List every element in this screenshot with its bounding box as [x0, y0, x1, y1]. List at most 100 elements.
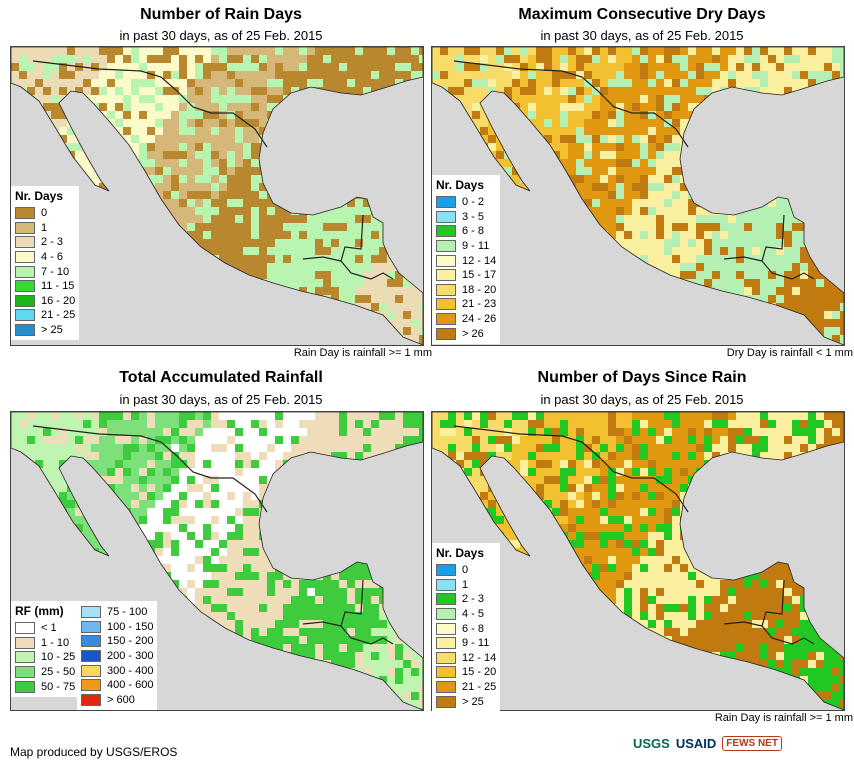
legend-item: 25 - 50: [15, 665, 75, 680]
legend-swatch: [81, 679, 101, 692]
legend-item: 400 - 600: [81, 678, 153, 693]
legend-label: 15 - 20: [462, 666, 497, 679]
legend-item: 15 - 20: [436, 665, 496, 680]
legend-item: < 1: [15, 621, 75, 636]
legend-label: 4 - 5: [462, 608, 485, 621]
legend-swatch: [436, 283, 456, 296]
legend-swatch: [436, 637, 456, 650]
coastline: [11, 412, 423, 710]
legend-swatch: [436, 210, 456, 223]
legend-item: 1: [15, 221, 75, 236]
legend-label: 12 - 14: [462, 254, 497, 267]
panel-title: Number of Rain Days: [140, 6, 302, 23]
legend-label: 7 - 10: [41, 265, 70, 278]
legend-label: 16 - 20: [41, 294, 76, 307]
legend-label: 1: [462, 578, 469, 591]
legend-item: > 26: [436, 326, 496, 341]
legend-label: 0: [41, 207, 48, 220]
coastline: [432, 47, 844, 345]
legend-item: 300 - 400: [81, 663, 153, 678]
legend-label: 150 - 200: [107, 635, 154, 648]
legend-label: 6 - 8: [462, 225, 485, 238]
legend-label: 10 - 25: [41, 651, 76, 664]
legend-swatch: [15, 666, 35, 679]
legend-item: 21 - 25: [15, 308, 75, 323]
legend-swatch: [81, 664, 101, 677]
legend-item: 16 - 20: [15, 294, 75, 309]
panel-title: Number of Days Since Rain: [537, 369, 747, 386]
legend-item: 11 - 15: [15, 279, 75, 294]
legend-label: 11 - 15: [41, 280, 75, 293]
legend-swatch: [436, 225, 456, 238]
legend-swatch: [81, 606, 101, 619]
legend-swatch: [15, 651, 35, 664]
legend-item: 18 - 20: [436, 283, 496, 298]
legend-item: 24 - 26: [436, 312, 496, 327]
usgs-logo: USGS: [633, 736, 670, 751]
legend-item: 1: [436, 578, 496, 593]
legend-label: 50 - 75: [41, 680, 76, 693]
legend-swatch: [436, 196, 456, 209]
legend-swatch: [81, 635, 101, 648]
legend-label: 0: [462, 564, 469, 577]
panel-subtitle: in past 30 days, as of 25 Feb. 2015: [119, 28, 323, 43]
legend-label: 4 - 6: [41, 251, 64, 264]
legend-swatch: [81, 650, 101, 663]
legend-label: 21 - 25: [462, 681, 497, 694]
partner-logos: USGS USAID FEWS NET: [633, 736, 782, 751]
map-graphic: [432, 412, 844, 710]
legend-swatch: [15, 251, 35, 264]
legend-item: > 25: [436, 694, 496, 709]
legend-item: 100 - 150: [81, 620, 153, 635]
legend-swatch: [436, 327, 456, 340]
credit-text: Map produced by USGS/EROS: [10, 745, 178, 759]
legend-swatch: [436, 313, 456, 326]
legend-label: > 25: [41, 324, 63, 337]
legend-label: 1: [41, 221, 48, 234]
legend-item: 3 - 5: [436, 210, 496, 225]
legend-item: 150 - 200: [81, 634, 153, 649]
legend-swatch: [436, 593, 456, 606]
usaid-logo: USAID: [675, 736, 717, 751]
map-graphic: [11, 47, 423, 345]
legend-item: 7 - 10: [15, 264, 75, 279]
legend-item: 15 - 17: [436, 268, 496, 283]
legend-item: 50 - 75: [15, 679, 75, 694]
legend-label: > 25: [462, 695, 484, 708]
legend-item: 1 - 10: [15, 636, 75, 651]
legend-label: 400 - 600: [107, 679, 154, 692]
legend-swatch: [15, 294, 35, 307]
legend-item: 0: [436, 563, 496, 578]
map-rain-days: [10, 46, 424, 346]
coastline: [11, 47, 423, 345]
country-borders: [32, 425, 394, 645]
legend-label: 21 - 23: [462, 298, 497, 311]
panel-rainfall: Total Accumulated Rainfall in past 30 da…: [10, 365, 432, 745]
legend-item: 75 - 100: [81, 605, 153, 620]
definition-note: Rain Day is rainfall >= 1 mm: [714, 712, 853, 724]
legend-item: > 600: [81, 693, 153, 708]
legend-swatch: [15, 680, 35, 693]
legend-label: 2 - 3: [41, 236, 64, 249]
legend-swatch: [436, 254, 456, 267]
legend-item: 6 - 8: [436, 621, 496, 636]
panel-since-rain: Number of Days Since Rain in past 30 day…: [431, 365, 853, 745]
country-borders: [453, 425, 815, 645]
legend-swatch: [81, 620, 101, 633]
panel-title: Maximum Consecutive Dry Days: [518, 6, 766, 23]
legend-label: 21 - 25: [41, 309, 76, 322]
legend-item: 0 - 2: [436, 195, 496, 210]
legend-continued: 75 - 100 100 - 150 150 - 200 200 - 300 300 -…: [77, 601, 158, 711]
legend-label: 2 - 3: [462, 593, 485, 606]
legend-item: 6 - 8: [436, 224, 496, 239]
legend-item: 2 - 3: [15, 235, 75, 250]
legend-label: 300 - 400: [107, 664, 154, 677]
panel-subtitle: in past 30 days, as of 25 Feb. 2015: [540, 28, 744, 43]
definition-note: Rain Day is rainfall >= 1 mm: [293, 347, 432, 359]
legend-label: < 1: [41, 622, 57, 635]
legend-item: 4 - 5: [436, 607, 496, 622]
legend-label: 100 - 150: [107, 620, 154, 633]
legend-item: 4 - 6: [15, 250, 75, 265]
legend-label: 6 - 8: [462, 622, 485, 635]
